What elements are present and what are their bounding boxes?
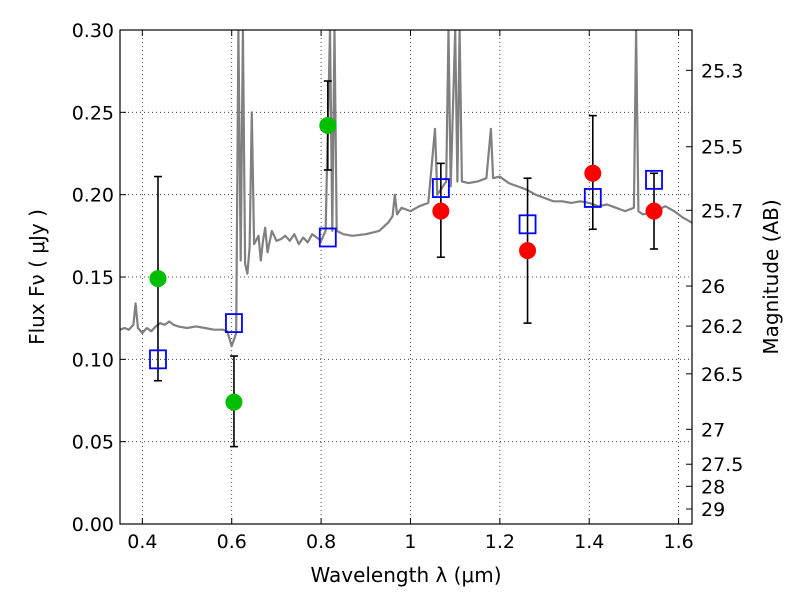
model-spectrum-line xyxy=(120,30,692,348)
mag-tick-label: 26 xyxy=(701,276,725,298)
x-tick-label: 1 xyxy=(404,531,416,553)
y-tick-label: 0.00 xyxy=(72,514,114,536)
model-photometry-square xyxy=(149,349,167,370)
x-tick-label: 1.2 xyxy=(485,531,515,553)
model-spectrum-layer xyxy=(120,30,692,348)
model-photometry-square xyxy=(583,188,602,208)
data-points-layer xyxy=(149,80,663,448)
x-tick-label: 0.8 xyxy=(306,531,336,553)
mag-tick-label: 26.5 xyxy=(701,364,743,386)
red-data-point xyxy=(645,202,663,220)
x-axis-label: Wavelength λ (μm) xyxy=(310,563,501,587)
mag-tick-label: 29 xyxy=(701,499,725,521)
y-tick-label: 0.05 xyxy=(72,432,114,454)
y2-axis-label: Magnitude (AB) xyxy=(759,199,783,354)
mag-tick-label: 25.3 xyxy=(701,60,743,82)
plot-frame xyxy=(119,29,693,525)
mag-tick-label: 28 xyxy=(701,476,725,498)
y-tick-label: 0.25 xyxy=(72,102,114,124)
model-photometry-square xyxy=(645,169,663,190)
model-photometry-square xyxy=(518,214,537,235)
y-tick-label: 0.20 xyxy=(72,185,114,207)
mag-tick-label: 27 xyxy=(701,419,725,441)
red-data-point xyxy=(519,242,537,260)
grid xyxy=(120,30,692,524)
y-tick-label: 0.10 xyxy=(72,349,114,371)
y-axis-label: Flux Fν ( μJy ) xyxy=(25,209,49,345)
green-data-point xyxy=(149,270,167,288)
mag-tick-label: 26.2 xyxy=(701,316,743,338)
green-data-point xyxy=(225,393,243,411)
model-photometry-square xyxy=(225,313,243,334)
mag-tick-label: 27.5 xyxy=(701,454,743,476)
red-data-point xyxy=(432,202,450,220)
model-photometry-square xyxy=(318,227,337,248)
x-tick-label: 0.6 xyxy=(217,531,247,553)
x-tick-label: 1.4 xyxy=(574,531,604,553)
green-data-point xyxy=(319,117,337,135)
mag-tick-label: 25.5 xyxy=(701,137,743,159)
axis-ticks: 0.4 0.6 0.8 1 1.2 1.4 1.6 0.00 0.05 0.10 0.15 0.20 0… xyxy=(72,20,744,553)
x-tick-label: 0.4 xyxy=(127,531,157,553)
model-photometry-square xyxy=(431,178,450,198)
y-tick-label: 0.15 xyxy=(72,267,114,289)
x-tick-label: 1.6 xyxy=(663,531,693,553)
red-data-point xyxy=(584,164,602,182)
y-tick-label: 0.30 xyxy=(72,20,114,42)
mag-tick-label: 25.7 xyxy=(701,200,743,222)
